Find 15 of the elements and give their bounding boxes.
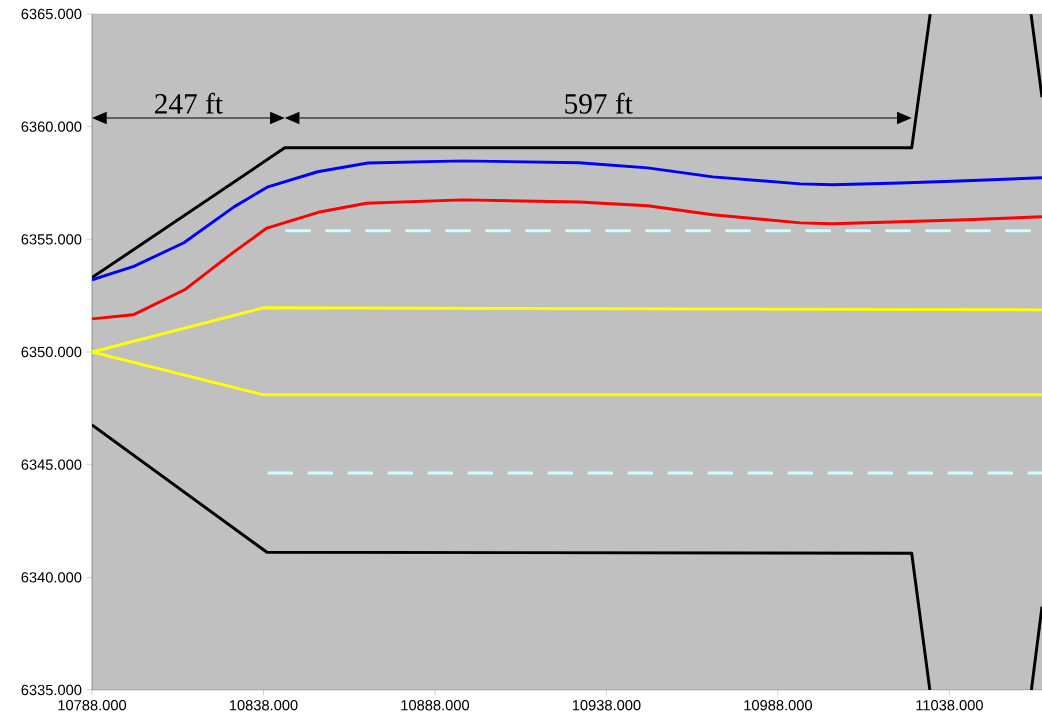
y-tick-label: 6365.000 (21, 8, 82, 20)
y-tick-label: 6360.000 (21, 121, 82, 132)
annotation: 247 ft (155, 92, 223, 114)
x-tick-label: 10838.000 (229, 700, 298, 711)
x-tick-label: 10788.000 (58, 700, 127, 711)
y-tick-label: 6340.000 (21, 572, 82, 583)
x-tick-label: 10938.000 (572, 700, 641, 711)
x-tick-label: 10988.000 (744, 700, 812, 711)
x-tick-label: 11038.000 (916, 700, 983, 711)
annotation: 597 ft (565, 92, 633, 114)
x-tick-label: 10888.000 (401, 700, 470, 711)
y-tick-label: 6350.000 (21, 346, 82, 358)
y-tick-label: 6345.000 (21, 459, 82, 470)
y-tick-label: 6335.000 (21, 684, 82, 696)
y-tick-label: 6355.000 (21, 234, 82, 245)
